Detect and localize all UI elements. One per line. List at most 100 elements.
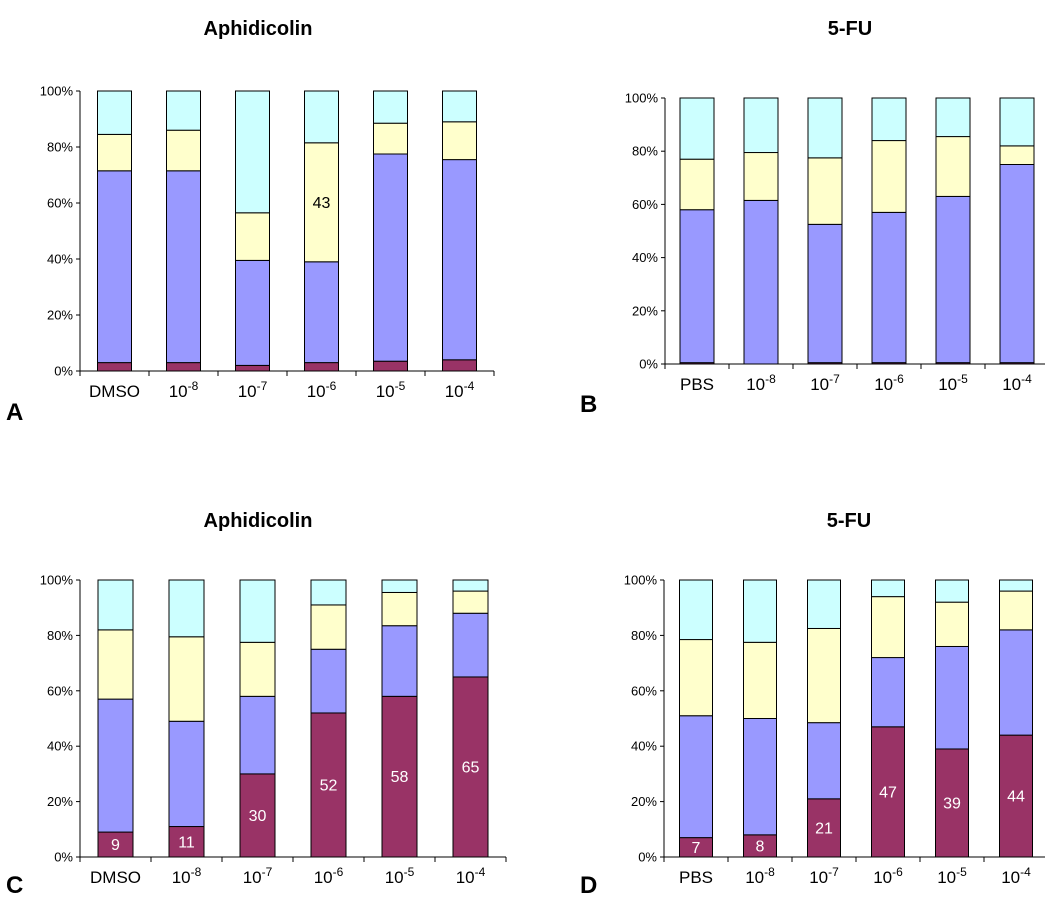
data-label: 8 [756, 838, 765, 855]
data-label: 39 [943, 795, 961, 812]
bar-segment [166, 362, 201, 372]
bar-segment [999, 590, 1033, 631]
y-tick-label: 20% [47, 794, 73, 809]
data-label: 11 [178, 834, 195, 851]
y-tick-label: 60% [632, 197, 658, 212]
bar-segment [679, 579, 713, 641]
bar-segment [239, 579, 276, 643]
bar-segment [168, 636, 205, 722]
bar-segment [97, 698, 134, 833]
panel-a: Aphidicolin A 0% 20% 40% 60% 80% 100% DMSO 10-8… [6, 18, 495, 426]
category-label: 10-6 [874, 372, 904, 394]
bar-segment [935, 748, 969, 858]
bar-segment [999, 579, 1033, 592]
bar-segment [679, 209, 715, 364]
y-tick-label: 40% [47, 739, 73, 754]
bar-segment [97, 831, 134, 858]
y-tick-label: 20% [631, 794, 657, 809]
data-label: 65 [462, 759, 480, 776]
y-tick-label: 40% [47, 252, 73, 267]
bar-segment [373, 122, 408, 155]
bar-segment [239, 695, 276, 775]
data-label: 43 [313, 195, 331, 212]
bar-segment [871, 579, 905, 598]
bar-segment [304, 142, 339, 263]
bar-segment [97, 362, 132, 372]
category-label: PBS [680, 375, 714, 394]
bar-segment [743, 152, 779, 201]
bar-segment [807, 798, 841, 858]
data-label: 9 [111, 837, 120, 854]
bar-segment [166, 90, 201, 131]
bar-segment [452, 590, 489, 614]
bar-segment [442, 359, 477, 372]
y-tick-label: 0% [54, 850, 73, 865]
plot-area: 0% 20% 40% 60% 80% 100% DMSO 10-8 10-7 10-6 10-5 10… [40, 84, 495, 401]
category-label: 10-7 [243, 865, 273, 887]
y-tick-label: 40% [631, 739, 657, 754]
panel-title: Aphidicolin [204, 510, 313, 532]
category-label: 10-4 [1002, 372, 1032, 394]
data-label: 7 [692, 840, 701, 857]
bar-segment [168, 720, 205, 828]
bar-segment [97, 90, 132, 135]
bar-segment [168, 579, 205, 638]
bar-segment [743, 97, 779, 154]
bar-segment [310, 712, 347, 858]
y-tick-label: 20% [47, 308, 73, 323]
panel-letter: C [6, 872, 23, 899]
plot-area: 0% 20% 40% 60% 80% 100% PBS 10-8 10-7 10-6 10-5 10-… [624, 573, 1045, 887]
bar-segment [239, 773, 276, 858]
y-tick-label: 80% [631, 628, 657, 643]
bar-segment [871, 211, 907, 364]
data-label: 47 [879, 784, 897, 801]
bar-segment [999, 97, 1035, 147]
category-label: DMSO [89, 382, 140, 401]
bar-segment [935, 97, 971, 138]
y-tick-label: 60% [47, 683, 73, 698]
bar-segment [807, 579, 841, 629]
panel-letter: B [580, 391, 597, 418]
panel-title: 5-FU [827, 510, 871, 532]
y-tick-label: 100% [624, 573, 658, 588]
y-tick-label: 0% [54, 364, 73, 379]
panel-title: Aphidicolin [204, 18, 313, 40]
y-tick-label: 100% [40, 573, 74, 588]
bar-segment [235, 212, 270, 261]
bar-segment [452, 612, 489, 678]
bar-segment [442, 90, 477, 123]
bar-segment [999, 629, 1033, 736]
bar-segment [310, 648, 347, 714]
bar-segment [743, 641, 777, 720]
bar-segment [381, 579, 418, 593]
bar-segment [871, 140, 907, 213]
y-tick-label: 100% [625, 91, 659, 106]
bar-segment [381, 695, 418, 858]
bar-segment [807, 97, 843, 159]
bar-segment [373, 360, 408, 372]
bar-segment [235, 259, 270, 366]
bar-segment [871, 657, 905, 728]
bar-segment [807, 223, 843, 364]
category-label: 10-4 [445, 379, 475, 401]
data-label: 44 [1007, 789, 1025, 806]
bar-segment [743, 579, 777, 643]
y-tick-label: 60% [631, 683, 657, 698]
bar-segment [743, 718, 777, 836]
bar-segment [97, 579, 134, 631]
category-label: PBS [679, 868, 713, 887]
y-tick-label: 20% [632, 303, 658, 318]
bar-segment [807, 157, 843, 225]
category-label: 10-6 [314, 865, 344, 887]
category-label: 10-4 [1001, 865, 1031, 887]
bar-segment [304, 261, 339, 364]
panel-letter: D [580, 872, 597, 899]
bar-segment [373, 153, 408, 362]
panel-letter: A [6, 399, 23, 426]
bar-segment [381, 591, 418, 627]
bar-segment [235, 90, 270, 214]
bar-segment [871, 97, 907, 142]
bar-segment [310, 604, 347, 650]
category-label: 10-8 [745, 865, 775, 887]
bar-segment [743, 199, 779, 365]
